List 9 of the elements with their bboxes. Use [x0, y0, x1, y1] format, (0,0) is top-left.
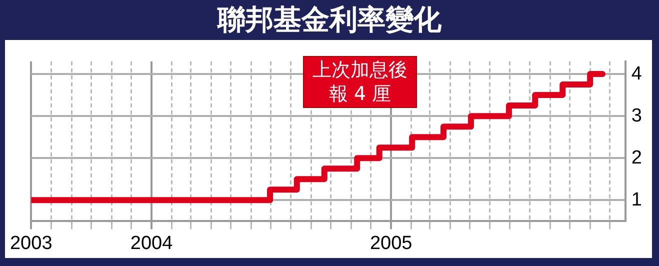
y-tick-label: 2: [631, 147, 642, 168]
y-tick-label: 4: [631, 63, 642, 84]
y-tick-label: 1: [631, 189, 642, 210]
x-tick-label: 2003: [10, 232, 52, 254]
y-tick-label: 3: [631, 105, 642, 126]
annotation: 上次加息後報 4 厘: [303, 56, 417, 108]
x-tick-label: 2004: [130, 232, 174, 254]
x-tick-label: 2005: [370, 232, 412, 254]
chart-title: 聯邦基金利率變化: [216, 2, 442, 38]
